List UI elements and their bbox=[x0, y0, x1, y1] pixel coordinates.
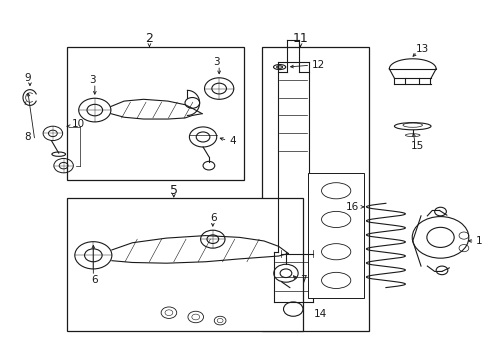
Text: 8: 8 bbox=[24, 132, 31, 142]
Text: 9: 9 bbox=[24, 73, 31, 83]
Text: 16: 16 bbox=[345, 202, 358, 212]
Bar bbox=[261, 47, 368, 330]
Bar bbox=[66, 198, 303, 330]
Text: 6: 6 bbox=[210, 213, 217, 222]
Text: 1: 1 bbox=[475, 236, 482, 246]
Text: 13: 13 bbox=[415, 44, 428, 54]
Text: 15: 15 bbox=[410, 141, 424, 151]
Text: 3: 3 bbox=[89, 75, 96, 85]
Text: 11: 11 bbox=[292, 32, 308, 45]
Text: 6: 6 bbox=[91, 275, 98, 285]
Text: 3: 3 bbox=[213, 57, 220, 67]
Bar bbox=[66, 47, 244, 180]
Text: 12: 12 bbox=[311, 60, 325, 70]
Text: 7: 7 bbox=[300, 275, 306, 285]
Text: 14: 14 bbox=[313, 310, 326, 319]
Text: 5: 5 bbox=[169, 184, 178, 197]
Bar bbox=[307, 173, 363, 298]
Text: 2: 2 bbox=[145, 32, 153, 45]
Text: 4: 4 bbox=[229, 136, 236, 145]
Text: 10: 10 bbox=[71, 120, 84, 129]
